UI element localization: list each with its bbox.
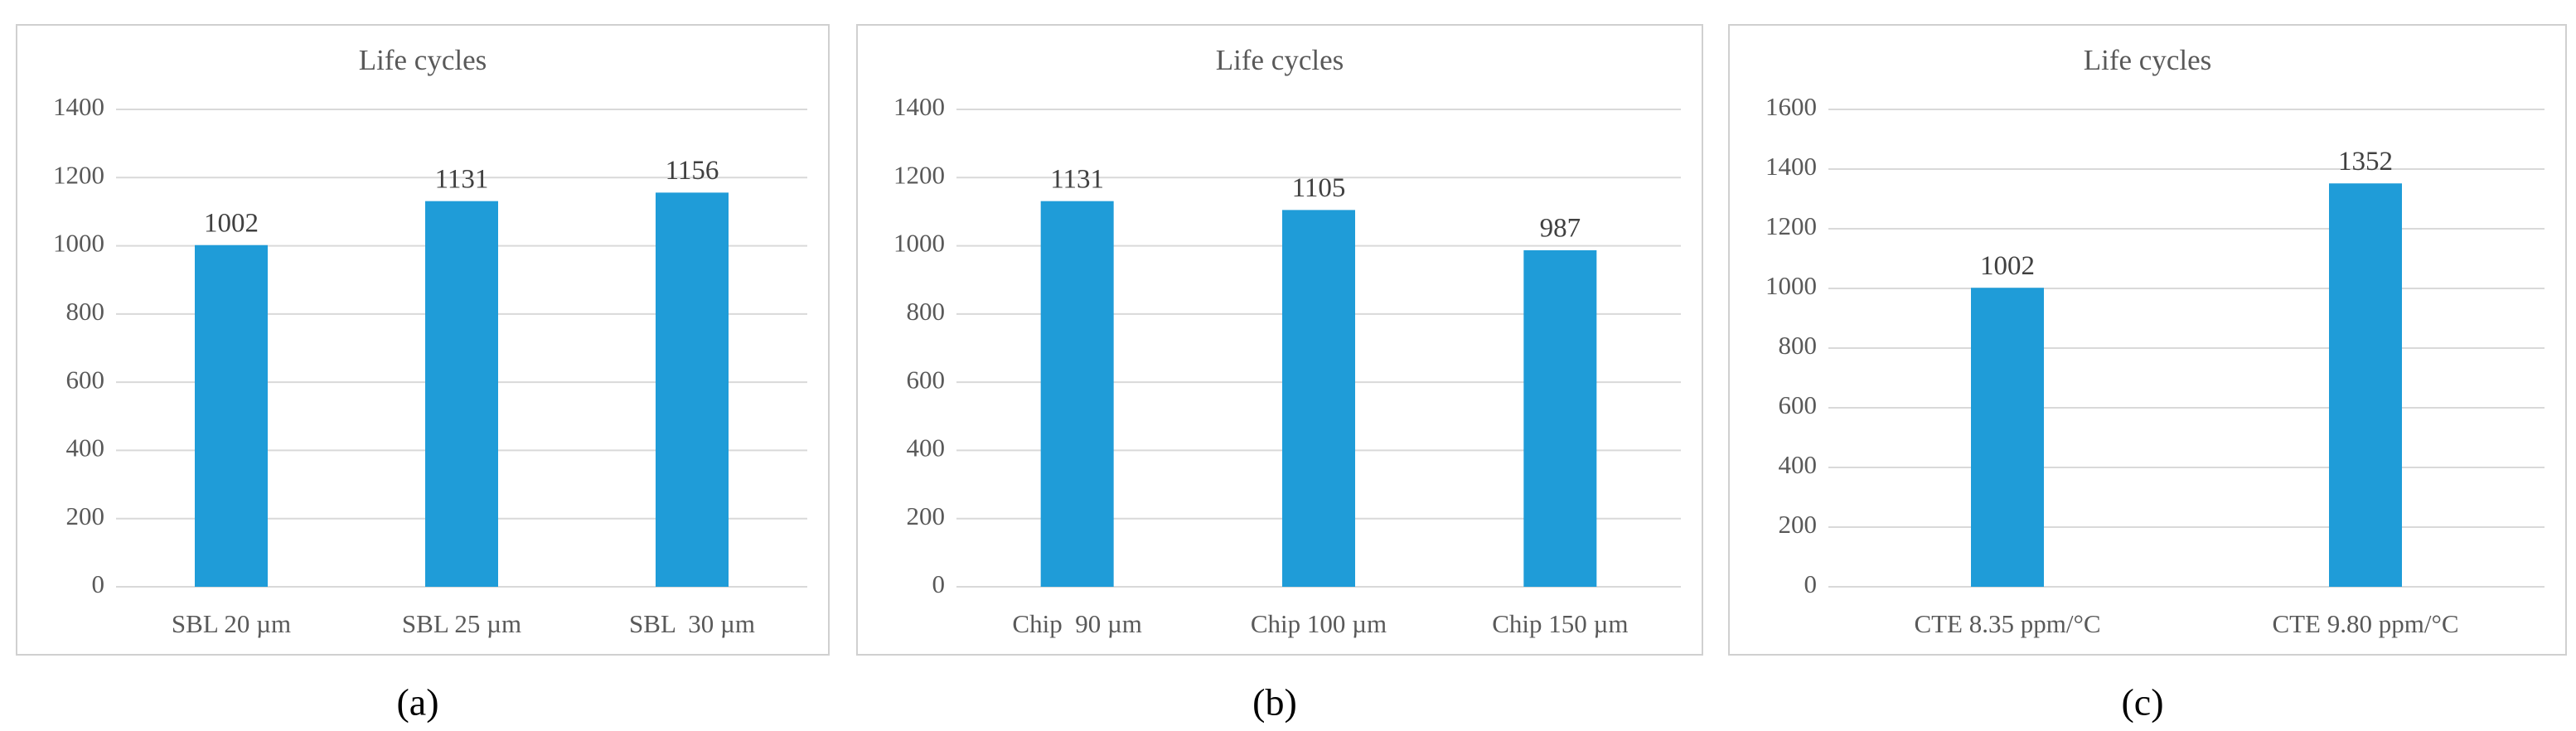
y-tick-label: 800 (907, 297, 946, 326)
value-label: 1131 (435, 164, 489, 194)
panel-caption: (c) (2121, 681, 2163, 724)
y-tick-label: 600 (66, 365, 105, 394)
x-tick-label: SBL 30 µm (629, 609, 755, 638)
y-tick-label: 1400 (53, 92, 104, 121)
y-tick-label: 200 (66, 501, 105, 530)
y-tick-label: 600 (1779, 390, 1818, 419)
bar (425, 201, 498, 587)
x-tick-label: SBL 20 µm (172, 609, 291, 638)
panel-caption: (a) (396, 681, 438, 724)
bar (1282, 210, 1355, 587)
chart-title: Life cycles (2084, 44, 2212, 76)
x-tick-label: CTE 9.80 ppm/°C (2272, 609, 2458, 638)
y-tick-label: 1600 (1765, 92, 1817, 121)
panel-frame (856, 24, 1703, 656)
y-tick-label: 800 (1779, 331, 1818, 360)
x-tick-label: SBL 25 µm (402, 609, 521, 638)
y-tick-label: 400 (907, 433, 946, 462)
panel-frame (1728, 24, 2567, 656)
x-tick-label: Chip 100 µm (1251, 609, 1387, 638)
y-tick-label: 1200 (1765, 211, 1817, 240)
y-tick-label: 1400 (893, 92, 945, 121)
y-tick-label: 600 (907, 365, 946, 394)
x-tick-label: Chip 90 µm (1012, 609, 1142, 638)
y-tick-label: 1200 (53, 160, 104, 189)
value-label: 1002 (204, 208, 259, 238)
y-tick-label: 1000 (53, 229, 104, 258)
value-label: 987 (1540, 213, 1581, 243)
value-label: 1131 (1050, 164, 1104, 194)
bar (195, 244, 268, 587)
y-tick-label: 400 (1779, 450, 1818, 479)
value-label: 1002 (1980, 251, 2035, 281)
bar (1040, 201, 1114, 587)
panel-frame (16, 24, 830, 656)
y-tick-label: 200 (907, 501, 946, 530)
x-tick-label: CTE 8.35 ppm/°C (1914, 609, 2100, 638)
x-tick-label: Chip 150 µm (1492, 609, 1628, 638)
bar (656, 192, 729, 588)
y-tick-label: 1000 (893, 229, 945, 258)
panel-caption: (b) (1252, 681, 1297, 724)
y-tick-label: 0 (92, 569, 105, 598)
value-label: 1156 (666, 156, 719, 186)
y-tick-label: 400 (66, 433, 105, 462)
value-label: 1352 (2338, 147, 2393, 177)
value-label: 1105 (1292, 173, 1346, 203)
y-tick-label: 1400 (1765, 152, 1817, 181)
y-tick-label: 1000 (1765, 271, 1817, 300)
bar (1523, 249, 1597, 587)
y-tick-label: 1200 (893, 160, 945, 189)
chart-title: Life cycles (359, 44, 487, 76)
y-tick-label: 800 (66, 297, 105, 326)
y-tick-label: 200 (1779, 510, 1818, 539)
y-tick-label: 0 (932, 569, 946, 598)
bar (1971, 288, 2044, 587)
chart-title: Life cycles (1216, 44, 1344, 76)
bar (2329, 183, 2402, 587)
y-tick-label: 0 (1804, 569, 1818, 598)
